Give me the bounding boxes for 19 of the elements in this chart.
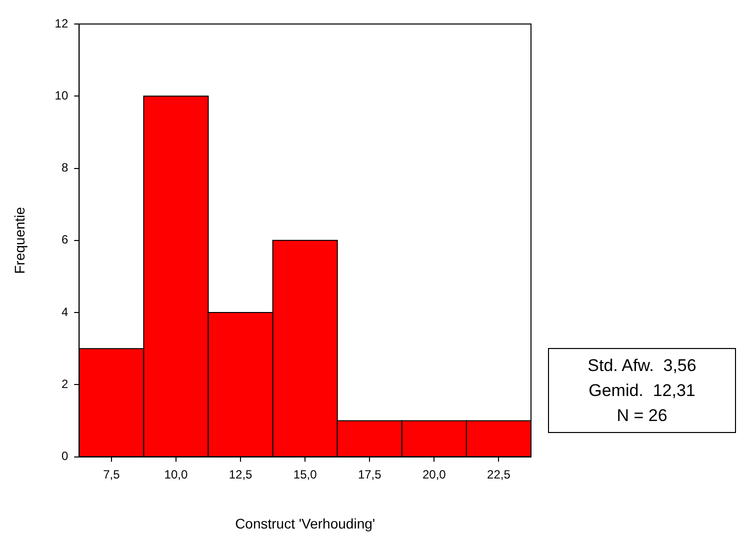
text: Gemid. 12,31: [588, 380, 696, 402]
y-tick-label: 10: [54, 88, 68, 102]
y-tick-label: 0: [61, 449, 68, 464]
y-axis-title: Frequentie: [11, 206, 28, 274]
y-tick-label: 4: [61, 304, 68, 319]
y-tick-label: 6: [61, 232, 68, 247]
x-tick-label: 10,0: [164, 467, 188, 482]
x-axis-title: Construct 'Verhouding': [235, 515, 376, 532]
x-tick-label: 17,5: [358, 467, 382, 482]
y-tick-label: 2: [61, 376, 68, 391]
y-tick-label: 12: [54, 16, 68, 30]
x-tick-label: 22,5: [487, 467, 511, 482]
x-tick-label: 12,5: [228, 467, 253, 482]
y-tick-label: 8: [61, 160, 68, 175]
x-tick-label: 15,0: [293, 467, 318, 482]
text: N = 26: [616, 405, 668, 427]
x-tick-label: 7,5: [103, 467, 120, 482]
x-tick-label: 20,0: [422, 467, 446, 482]
text: Std. Afw. 3,56: [586, 355, 698, 377]
